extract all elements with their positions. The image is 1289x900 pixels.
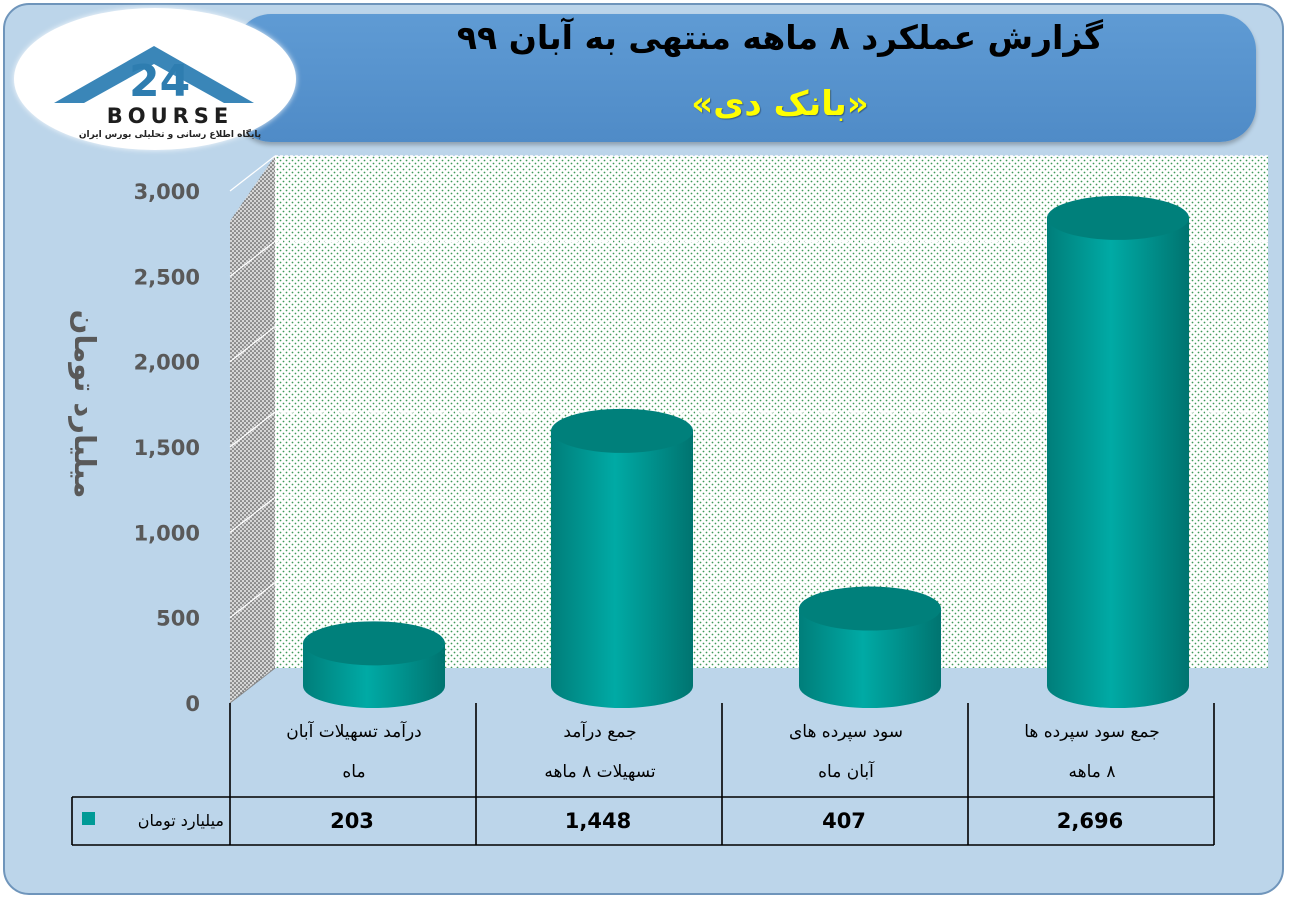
title-banner (235, 14, 1256, 142)
y-axis-title: میلیارد تومان (68, 309, 102, 499)
chart-subtitle: «بانک دی» (691, 84, 869, 124)
y-tick-label: 2,000 (134, 351, 200, 375)
y-tick-label: 2,500 (134, 265, 200, 289)
svg-text:24: 24 (129, 56, 190, 107)
category-label: جمع سود سپرده ها ۸ ماهه (1024, 722, 1160, 782)
data-table-value: 2,696 (1056, 809, 1124, 833)
y-tick-label: 3,000 (134, 180, 200, 204)
y-axis-ticks: 0 500 1,000 1,500 2,000 2,500 3,000 (134, 180, 200, 716)
gridline (229, 155, 276, 192)
y-tick-label: 500 (156, 607, 200, 631)
data-table-value: 407 (822, 809, 866, 833)
gridline (229, 582, 276, 619)
gridline (229, 240, 276, 277)
logo-mark-icon: 24 (54, 46, 254, 107)
logo-text: BOURSE (106, 104, 234, 128)
gridline (229, 326, 276, 363)
data-table-grid (71, 703, 1215, 846)
data-table-value: 203 (330, 809, 374, 833)
logo-tagline: پایگاه اطلاع رسانی و تحلیلی بورس ایران (78, 130, 262, 140)
bars (303, 195, 1189, 708)
bar (303, 621, 445, 708)
category-label: سود سپرده های آبان ماه (788, 722, 904, 782)
chart-title: گزارش عملکرد ۸ ماهه منتهی به آبان ۹۹ (456, 18, 1104, 57)
legend-label: میلیارد تومان (137, 811, 224, 830)
y-tick-label: 1,000 (134, 521, 200, 545)
bar (551, 408, 693, 708)
y-tick-label: 1,500 (134, 436, 200, 460)
data-table-value: 1,448 (564, 809, 632, 833)
gridline (229, 411, 276, 448)
bar (799, 586, 941, 708)
y-tick-label: 0 (185, 692, 200, 716)
category-label: جمع درآمد تسهیلات ۸ ماهه (544, 722, 656, 782)
bar (1047, 195, 1189, 708)
category-label: درآمد تسهیلات آبان ماه (286, 722, 422, 782)
logo: 24 BOURSE پایگاه اطلاع رسانی و تحلیلی بو… (14, 8, 296, 150)
legend-key (82, 812, 95, 825)
gridline (229, 496, 276, 533)
